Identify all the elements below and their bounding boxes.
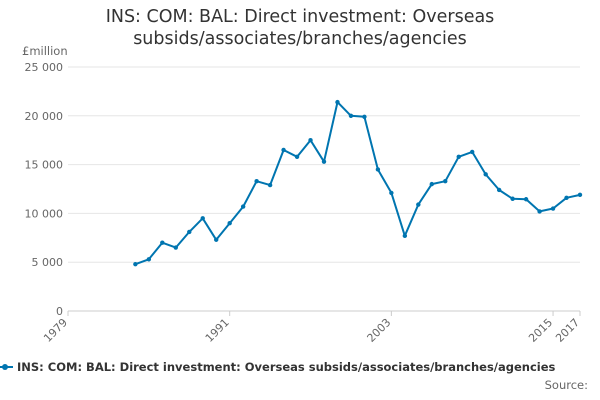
x-tick-label: 2003 xyxy=(364,316,393,345)
data-point[interactable] xyxy=(523,197,529,202)
legend-line-marker-icon xyxy=(0,363,13,371)
data-point[interactable] xyxy=(389,190,394,196)
data-point[interactable] xyxy=(550,206,556,211)
y-tick-label: 10 000 xyxy=(25,207,64,220)
data-point[interactable] xyxy=(227,220,232,226)
data-point[interactable] xyxy=(160,240,165,245)
data-point[interactable] xyxy=(308,138,313,143)
y-tick-label: 15 000 xyxy=(25,159,64,172)
y-tick-label: 20 000 xyxy=(25,110,64,123)
data-point[interactable] xyxy=(240,204,246,209)
data-point[interactable] xyxy=(470,149,475,155)
data-point[interactable] xyxy=(348,113,354,119)
axes: 0 5 000 10 000 15 000 20 000 25 000 1979 1991 20… xyxy=(25,61,583,345)
data-point[interactable] xyxy=(267,182,273,188)
gridlines xyxy=(68,66,580,263)
data-point[interactable] xyxy=(254,178,259,184)
data-point[interactable] xyxy=(281,147,286,153)
data-point[interactable] xyxy=(496,187,502,193)
x-tick-label: 1991 xyxy=(203,316,232,345)
legend[interactable]: INS: COM: BAL: Direct investment: Overse… xyxy=(0,360,555,374)
x-tick-label: 2015 xyxy=(526,316,555,345)
data-point[interactable] xyxy=(173,245,178,250)
series-line xyxy=(135,101,581,266)
y-tick-label: 5 000 xyxy=(32,256,64,269)
data-point[interactable] xyxy=(443,178,448,184)
y-axis-unit-label: £million xyxy=(22,44,68,58)
data-point[interactable] xyxy=(402,233,408,239)
data-point[interactable] xyxy=(146,257,152,262)
data-point[interactable] xyxy=(577,192,583,198)
chart-title-line-1: INS: COM: BAL: Direct investment: Overse… xyxy=(105,7,495,27)
chart-title-line-2: subsids/associates/branches/agencies xyxy=(133,29,467,49)
data-point[interactable] xyxy=(537,209,542,214)
data-point[interactable] xyxy=(483,172,488,177)
x-tick-label: 2017 xyxy=(553,316,582,345)
data-point[interactable] xyxy=(510,196,515,201)
data-point[interactable] xyxy=(187,229,192,235)
data-point[interactable] xyxy=(416,202,421,207)
data-point[interactable] xyxy=(362,114,367,119)
data-point[interactable] xyxy=(133,261,138,267)
x-tick-label: 1979 xyxy=(41,316,70,345)
legend-label: INS: COM: BAL: Direct investment: Overse… xyxy=(17,360,556,374)
data-series xyxy=(133,99,583,267)
data-point[interactable] xyxy=(214,237,219,242)
data-point[interactable] xyxy=(335,99,340,105)
data-point[interactable] xyxy=(429,181,434,187)
y-tick-label: 25 000 xyxy=(25,61,64,74)
data-point[interactable] xyxy=(564,195,569,200)
source-label: Source: xyxy=(544,378,588,392)
y-tick-label: 0 xyxy=(56,305,63,318)
data-point[interactable] xyxy=(294,154,300,159)
data-point[interactable] xyxy=(375,167,381,172)
data-point[interactable] xyxy=(321,159,327,164)
data-point[interactable] xyxy=(456,154,461,159)
data-point[interactable] xyxy=(200,216,205,221)
